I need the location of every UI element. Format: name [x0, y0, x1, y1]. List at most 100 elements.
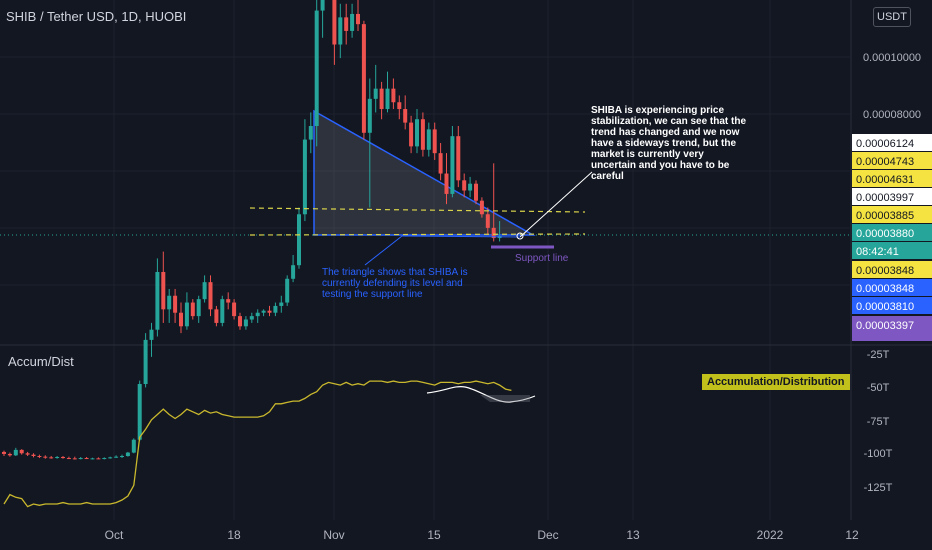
- price-tag-label: 0.00003848: [856, 283, 914, 295]
- candle-body: [267, 310, 272, 313]
- indicator-axis-label: -50T: [867, 382, 890, 394]
- candle-body: [291, 265, 296, 279]
- curve-shadow: [480, 395, 530, 402]
- candle-body: [332, 0, 337, 45]
- candle-body: [19, 449, 24, 454]
- time-axis-label: 18: [227, 528, 241, 542]
- candle-body: [184, 302, 189, 327]
- indicator-title: Accum/Dist: [8, 354, 74, 369]
- candle-body: [120, 455, 124, 457]
- candle-body: [420, 119, 425, 150]
- time-axis-label: 12: [845, 528, 859, 542]
- candle-body: [474, 183, 478, 201]
- price-tag-bg: [852, 279, 932, 296]
- candle-body: [361, 24, 366, 133]
- price-tag-bg: [852, 152, 932, 169]
- candle-body: [214, 309, 219, 323]
- candle-body: [344, 17, 349, 31]
- candle-body: [485, 214, 490, 228]
- candle-body: [385, 88, 390, 110]
- price-tag-label: 08:42:41: [856, 246, 899, 258]
- accum-dist-label: Accumulation/Distribution: [702, 374, 850, 390]
- candle-body: [161, 271, 166, 310]
- candle-body: [338, 17, 343, 45]
- candle-body: [297, 214, 301, 266]
- candle-body: [415, 119, 419, 147]
- candle-body: [308, 126, 313, 140]
- time-axis[interactable]: Oct 18 Nov 15 Dec 13 2022 12: [105, 528, 859, 542]
- candle-body: [302, 139, 307, 215]
- candle-body: [273, 305, 278, 313]
- candle-body: [108, 457, 113, 459]
- candle-body: [438, 153, 443, 174]
- price-axis[interactable]: 0.00010000 0.00008000 0.00006124 0.00004743…: [852, 52, 932, 494]
- price-tag-bg: [852, 224, 932, 241]
- candle-body: [49, 457, 54, 459]
- candle-body: [285, 278, 290, 303]
- candle-body: [249, 316, 254, 320]
- candle-body: [208, 282, 213, 310]
- drawings: [249, 171, 593, 266]
- price-tag-label: 0.00003880: [856, 228, 914, 240]
- candle-body: [114, 456, 119, 458]
- arrow-top-note: [519, 171, 593, 238]
- hand-drawn-curve: [426, 386, 536, 403]
- candle-body: [25, 453, 30, 455]
- candle-body: [444, 173, 449, 194]
- price-tag-bg: [852, 297, 932, 314]
- candle-body: [232, 302, 237, 317]
- candle-body: [255, 312, 260, 317]
- candle-body: [78, 458, 83, 460]
- candle-body: [243, 319, 248, 327]
- candle-body: [320, 0, 325, 11]
- candle-body: [391, 88, 396, 103]
- candle-body: [102, 458, 107, 460]
- candle-body: [403, 109, 408, 123]
- price-tag-bg: [852, 316, 932, 333]
- candle-body: [456, 136, 461, 181]
- price-tag-label: 0.00003997: [856, 192, 914, 204]
- candle-body: [432, 129, 437, 154]
- candle-body: [468, 183, 473, 191]
- price-tag-bg: [852, 206, 932, 223]
- candle-body: [226, 299, 231, 303]
- chart-title: SHIB / Tether USD, 1D, HUOBI: [6, 9, 187, 24]
- candle-body: [220, 299, 225, 323]
- support-dashed-line: [249, 233, 586, 236]
- candle-body: [66, 458, 71, 460]
- candle-body: [37, 455, 42, 457]
- candle-body: [55, 457, 60, 459]
- candle-body: [137, 384, 142, 440]
- currency-button[interactable]: USDT: [873, 7, 911, 27]
- candle-body: [155, 271, 160, 330]
- price-axis-label: 0.00008000: [863, 109, 921, 121]
- price-tag-bg: [852, 134, 932, 151]
- candle-body: [491, 227, 496, 239]
- candle-body: [43, 456, 48, 458]
- candle-body: [90, 458, 95, 460]
- candle-body: [190, 302, 195, 317]
- candle-body: [350, 13, 355, 31]
- candle-body: [409, 122, 414, 147]
- candle-body: [72, 458, 77, 460]
- price-tag-label: 0.00006124: [856, 138, 914, 150]
- candle-body: [173, 295, 178, 313]
- candle-body: [13, 449, 18, 456]
- indicator-axis-label: -125T: [864, 482, 893, 494]
- arrow-bottom-note-tail: [401, 235, 521, 238]
- indicator-axis-label: -75T: [867, 416, 890, 428]
- price-axis-label: 0.00010000: [863, 52, 921, 64]
- candle-body: [279, 302, 284, 306]
- time-axis-label: 15: [427, 528, 441, 542]
- candle-body: [2, 451, 6, 454]
- price-tag-label: 0.00004631: [856, 174, 914, 186]
- candle-body: [7, 453, 12, 456]
- candle-body: [379, 88, 384, 110]
- indicator-axis-label: -25T: [867, 349, 890, 361]
- grid: [0, 0, 932, 520]
- support-line-label: Support line: [515, 253, 569, 264]
- accum-dist-series: [3, 380, 512, 508]
- annotation-top-note: SHIBA is experiencing price stabilizatio…: [591, 105, 747, 182]
- price-tag-bg: [852, 242, 932, 259]
